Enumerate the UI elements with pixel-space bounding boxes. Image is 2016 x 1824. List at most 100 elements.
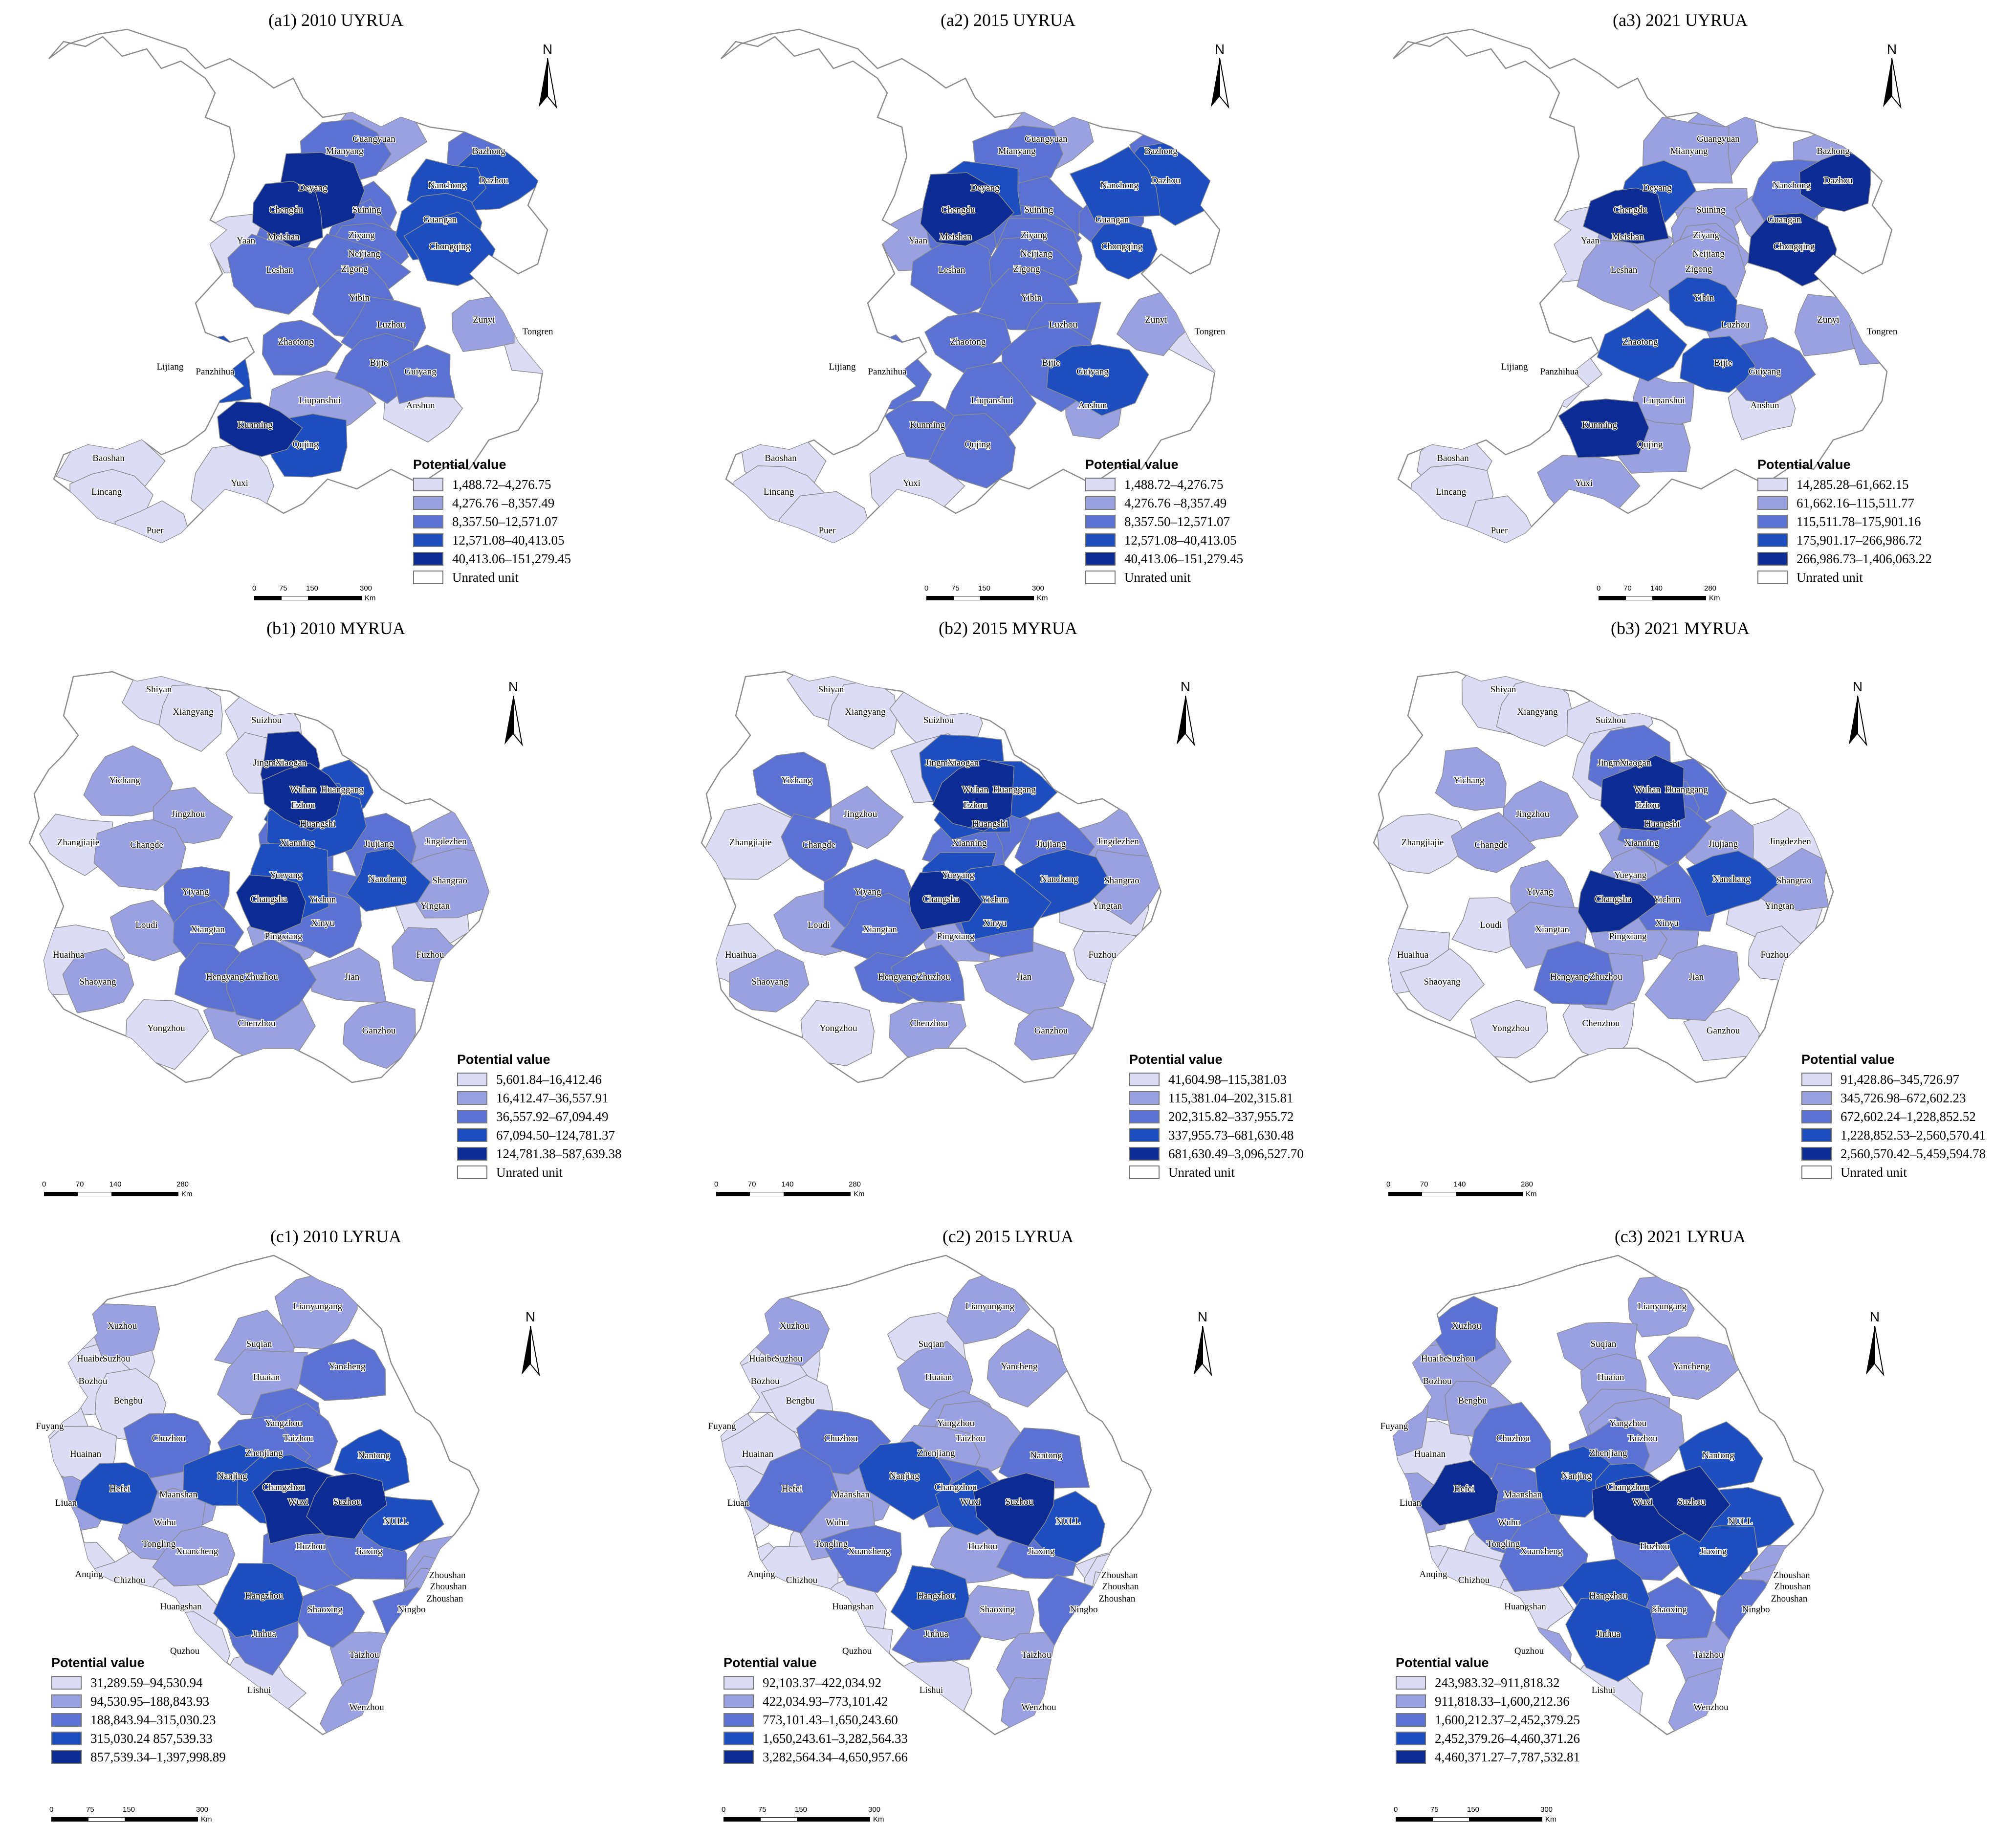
city-label: Zhoushan bbox=[1775, 1582, 1811, 1592]
city-label: Meishan bbox=[1612, 232, 1644, 242]
city-label: Fuzhou bbox=[1089, 950, 1117, 960]
panel-title: (b1) 2010 MYRUA bbox=[266, 618, 405, 638]
city-label: Bazhong bbox=[1817, 146, 1850, 156]
city-area bbox=[152, 1526, 236, 1587]
city-label: Guiyang bbox=[1076, 367, 1109, 377]
city-label: Meishan bbox=[940, 232, 972, 242]
city-label: Liuan bbox=[727, 1498, 749, 1508]
city-label: Ganzhou bbox=[1034, 1026, 1068, 1036]
legend-item: 672,602.24–1,228,852.52 bbox=[1801, 1107, 1986, 1126]
legend-swatch bbox=[1396, 1732, 1426, 1745]
city-label: Suining bbox=[1024, 205, 1053, 215]
city-label: Chengdu bbox=[269, 205, 303, 215]
city-label: Yangzhou bbox=[1609, 1418, 1647, 1428]
legend-item: 12,571.08–40,413.05 bbox=[413, 531, 571, 549]
city-label: Nanchong bbox=[1773, 180, 1811, 191]
city-label: Shiyan bbox=[1490, 684, 1516, 695]
city-label: Neijiang bbox=[1692, 249, 1725, 259]
map-panel-4: (b1) 2010 MYRUA Shiyan Xiangyang Suizhou Jin… bbox=[0, 608, 672, 1216]
city-label: Deyang bbox=[1643, 183, 1672, 193]
city-area bbox=[125, 999, 209, 1070]
scale-tick-label: 70 bbox=[747, 1180, 756, 1188]
scale-tick-label: 0 bbox=[42, 1180, 46, 1188]
city-label: Jiaxing bbox=[1700, 1546, 1727, 1557]
city-label: Bozhou bbox=[1423, 1376, 1452, 1386]
city-label: Pingxiang bbox=[937, 931, 975, 942]
city-label: Yichun bbox=[309, 895, 336, 905]
north-arrow-icon: N bbox=[1855, 1309, 1894, 1378]
city-area bbox=[236, 875, 307, 935]
city-label: Wuxi bbox=[288, 1497, 308, 1507]
city-label: Bozhou bbox=[78, 1376, 108, 1386]
city-area bbox=[158, 684, 223, 752]
scale-tick-label: 140 bbox=[109, 1180, 122, 1188]
city-label: Huangshi bbox=[1644, 819, 1680, 829]
legend-label: 5,601.84–16,412.46 bbox=[496, 1072, 602, 1087]
legend-swatch bbox=[51, 1694, 82, 1708]
city-label: Chenzhou bbox=[1582, 1018, 1620, 1029]
map-panel-2: (a2) 2015 UYRUA Guangyuan Mianyang Bazhong D… bbox=[672, 0, 1344, 608]
north-label: N bbox=[525, 1309, 536, 1324]
city-label: Nanjing bbox=[217, 1471, 247, 1481]
city-label: Jingdezhen bbox=[1769, 836, 1811, 847]
legend-swatch bbox=[1396, 1694, 1426, 1708]
city-label: Zhoushan bbox=[429, 1570, 466, 1581]
legend-item: 188,843.94–315,030.23 bbox=[51, 1711, 226, 1729]
panel-title: (b2) 2015 MYRUA bbox=[939, 618, 1077, 638]
city-label: Bazhong bbox=[472, 146, 505, 156]
city-label: Zhoushan bbox=[1771, 1594, 1808, 1604]
panel-title: (c3) 2021 LYRUA bbox=[1614, 1227, 1746, 1246]
legend-item: 243,983.32–911,818.32 bbox=[1396, 1673, 1580, 1692]
city-label: Leshan bbox=[939, 265, 965, 275]
city-area bbox=[819, 1525, 902, 1593]
city-label: Suzhou bbox=[775, 1354, 803, 1364]
legend-item: 61,662.16–115,511.77 bbox=[1757, 494, 1932, 512]
city-label: Huzhou bbox=[296, 1541, 326, 1552]
city-label: Lishui bbox=[1592, 1685, 1616, 1695]
map-panel-9: (c3) 2021 LYRUA Lianyungang Xuzhou Suqian Hu… bbox=[1344, 1216, 2016, 1824]
legend-item: 857,539.34–1,397,998.89 bbox=[51, 1748, 226, 1766]
city-label: Liupanshui bbox=[971, 396, 1013, 406]
city-label: Ziyang bbox=[1021, 230, 1047, 241]
scale-bar-graphic bbox=[254, 596, 362, 600]
city-label: Huaian bbox=[253, 1372, 280, 1383]
city-label: Loudi bbox=[135, 920, 157, 930]
panel-title: (b3) 2021 MYRUA bbox=[1611, 618, 1750, 638]
city-area bbox=[1418, 1460, 1499, 1526]
city-label: Loudi bbox=[808, 920, 830, 930]
city-label: Ezhou bbox=[291, 800, 315, 811]
legend-swatch bbox=[1757, 478, 1788, 491]
legend-item: 1,228,852.53–2,560,570.41 bbox=[1801, 1126, 1986, 1144]
city-area bbox=[1578, 870, 1660, 934]
legend-swatch bbox=[1129, 1110, 1160, 1123]
city-label: Suzhou bbox=[1447, 1354, 1475, 1364]
city-label: Yichang bbox=[109, 775, 140, 786]
scale-tick-label: 0 bbox=[1597, 584, 1601, 593]
city-label: Liupanshui bbox=[1643, 396, 1685, 406]
city-area bbox=[262, 320, 343, 376]
city-label: Jiujiang bbox=[364, 839, 394, 849]
city-area bbox=[217, 401, 303, 457]
legend-label: 773,101.43–1,650,243.60 bbox=[763, 1712, 898, 1727]
city-label: Neijiang bbox=[348, 249, 380, 259]
legend-label: Unrated unit bbox=[496, 1165, 563, 1180]
city-label: Nantong bbox=[358, 1450, 390, 1461]
legend-item: 773,101.43–1,650,243.60 bbox=[723, 1711, 908, 1729]
city-label: Suizhou bbox=[251, 715, 282, 725]
city-label: Yueyang bbox=[1614, 870, 1647, 880]
legend-item: 5,601.84–16,412.46 bbox=[457, 1070, 622, 1089]
city-label: Maanshan bbox=[159, 1490, 198, 1500]
north-arrow-icon: N bbox=[1166, 679, 1205, 747]
city-label: Zhenjiang bbox=[917, 1448, 955, 1458]
legend-item: 3,282,564.34–4,650,957.66 bbox=[723, 1748, 908, 1766]
legend-item: 175,901.17–266,986.72 bbox=[1757, 531, 1932, 549]
city-label: Lishui bbox=[247, 1685, 271, 1695]
scale-bar: 0 75 150 300 Km bbox=[924, 584, 1063, 602]
city-label: Kunming bbox=[910, 420, 945, 430]
city-label: Maanshan bbox=[1504, 1490, 1542, 1500]
scale-tick-label: 0 bbox=[1386, 1180, 1391, 1188]
scale-tick-label: 0 bbox=[924, 584, 929, 593]
city-label: Shangrao bbox=[1776, 876, 1812, 886]
legend-swatch bbox=[1801, 1073, 1832, 1086]
legend-item-unrated: Unrated unit bbox=[1085, 568, 1243, 587]
